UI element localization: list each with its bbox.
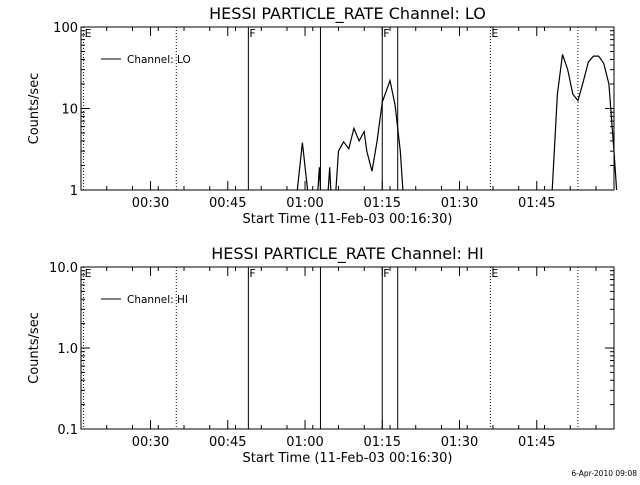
chart-panel-lo: HESSI PARTICLE_RATE Channel: LO 00:30 00:4… bbox=[27, 4, 618, 227]
x-tick-label: 01:00 bbox=[286, 196, 323, 211]
data-series-line bbox=[327, 167, 332, 191]
y-tick-label: 0.1 bbox=[57, 423, 78, 438]
x-tick-label: 00:30 bbox=[132, 196, 169, 211]
y-axis-label: Counts/sec bbox=[27, 312, 42, 384]
x-tick-label: 01:00 bbox=[286, 435, 323, 450]
time-marker-label: F bbox=[383, 267, 389, 280]
data-series-line bbox=[317, 167, 322, 191]
chart-panel-hi: HESSI PARTICLE_RATE Channel: HI 00:30 00:4… bbox=[27, 244, 615, 466]
time-marker-label: F bbox=[383, 27, 389, 40]
chart-title: HESSI PARTICLE_RATE Channel: LO bbox=[209, 4, 486, 24]
y-tick-label: 10.0 bbox=[49, 261, 78, 276]
data-series-line bbox=[296, 142, 309, 191]
x-tick-label: 00:45 bbox=[209, 435, 246, 450]
x-tick-label: 01:45 bbox=[518, 196, 555, 211]
chart-title: HESSI PARTICLE_RATE Channel: HI bbox=[211, 244, 484, 264]
x-tick-label: 01:15 bbox=[364, 435, 401, 450]
time-marker-label: E bbox=[85, 267, 92, 280]
time-marker-label: E bbox=[85, 27, 92, 40]
legend-entry: Channel: LO bbox=[127, 54, 191, 66]
time-marker-label: F bbox=[249, 27, 255, 40]
x-tick-label: 01:30 bbox=[441, 435, 478, 450]
x-tick-label: 01:45 bbox=[518, 435, 555, 450]
data-series-line bbox=[335, 78, 404, 191]
y-axis-label: Counts/sec bbox=[27, 73, 42, 145]
data-series-line bbox=[551, 54, 618, 191]
x-tick-label: 01:15 bbox=[364, 196, 401, 211]
timestamp-label: 6-Apr-2010 09:08 bbox=[571, 469, 637, 478]
plot-frame bbox=[80, 266, 615, 430]
time-marker-label: E bbox=[491, 267, 498, 280]
time-marker-label: E bbox=[491, 27, 498, 40]
y-tick-label: 100 bbox=[53, 21, 78, 36]
x-axis-label: Start Time (11-Feb-03 00:16:30) bbox=[243, 451, 453, 466]
x-tick-label: 00:30 bbox=[132, 435, 169, 450]
x-axis-label: Start Time (11-Feb-03 00:16:30) bbox=[243, 212, 453, 227]
x-tick-label: 00:45 bbox=[209, 196, 246, 211]
plot-frame bbox=[80, 26, 615, 191]
y-tick-label: 1.0 bbox=[57, 342, 78, 357]
legend-entry: Channel: HI bbox=[127, 294, 188, 306]
x-tick-label: 01:30 bbox=[441, 196, 478, 211]
y-tick-label: 1 bbox=[70, 184, 78, 199]
y-tick-label: 10 bbox=[61, 103, 78, 118]
time-marker-label: F bbox=[249, 267, 255, 280]
